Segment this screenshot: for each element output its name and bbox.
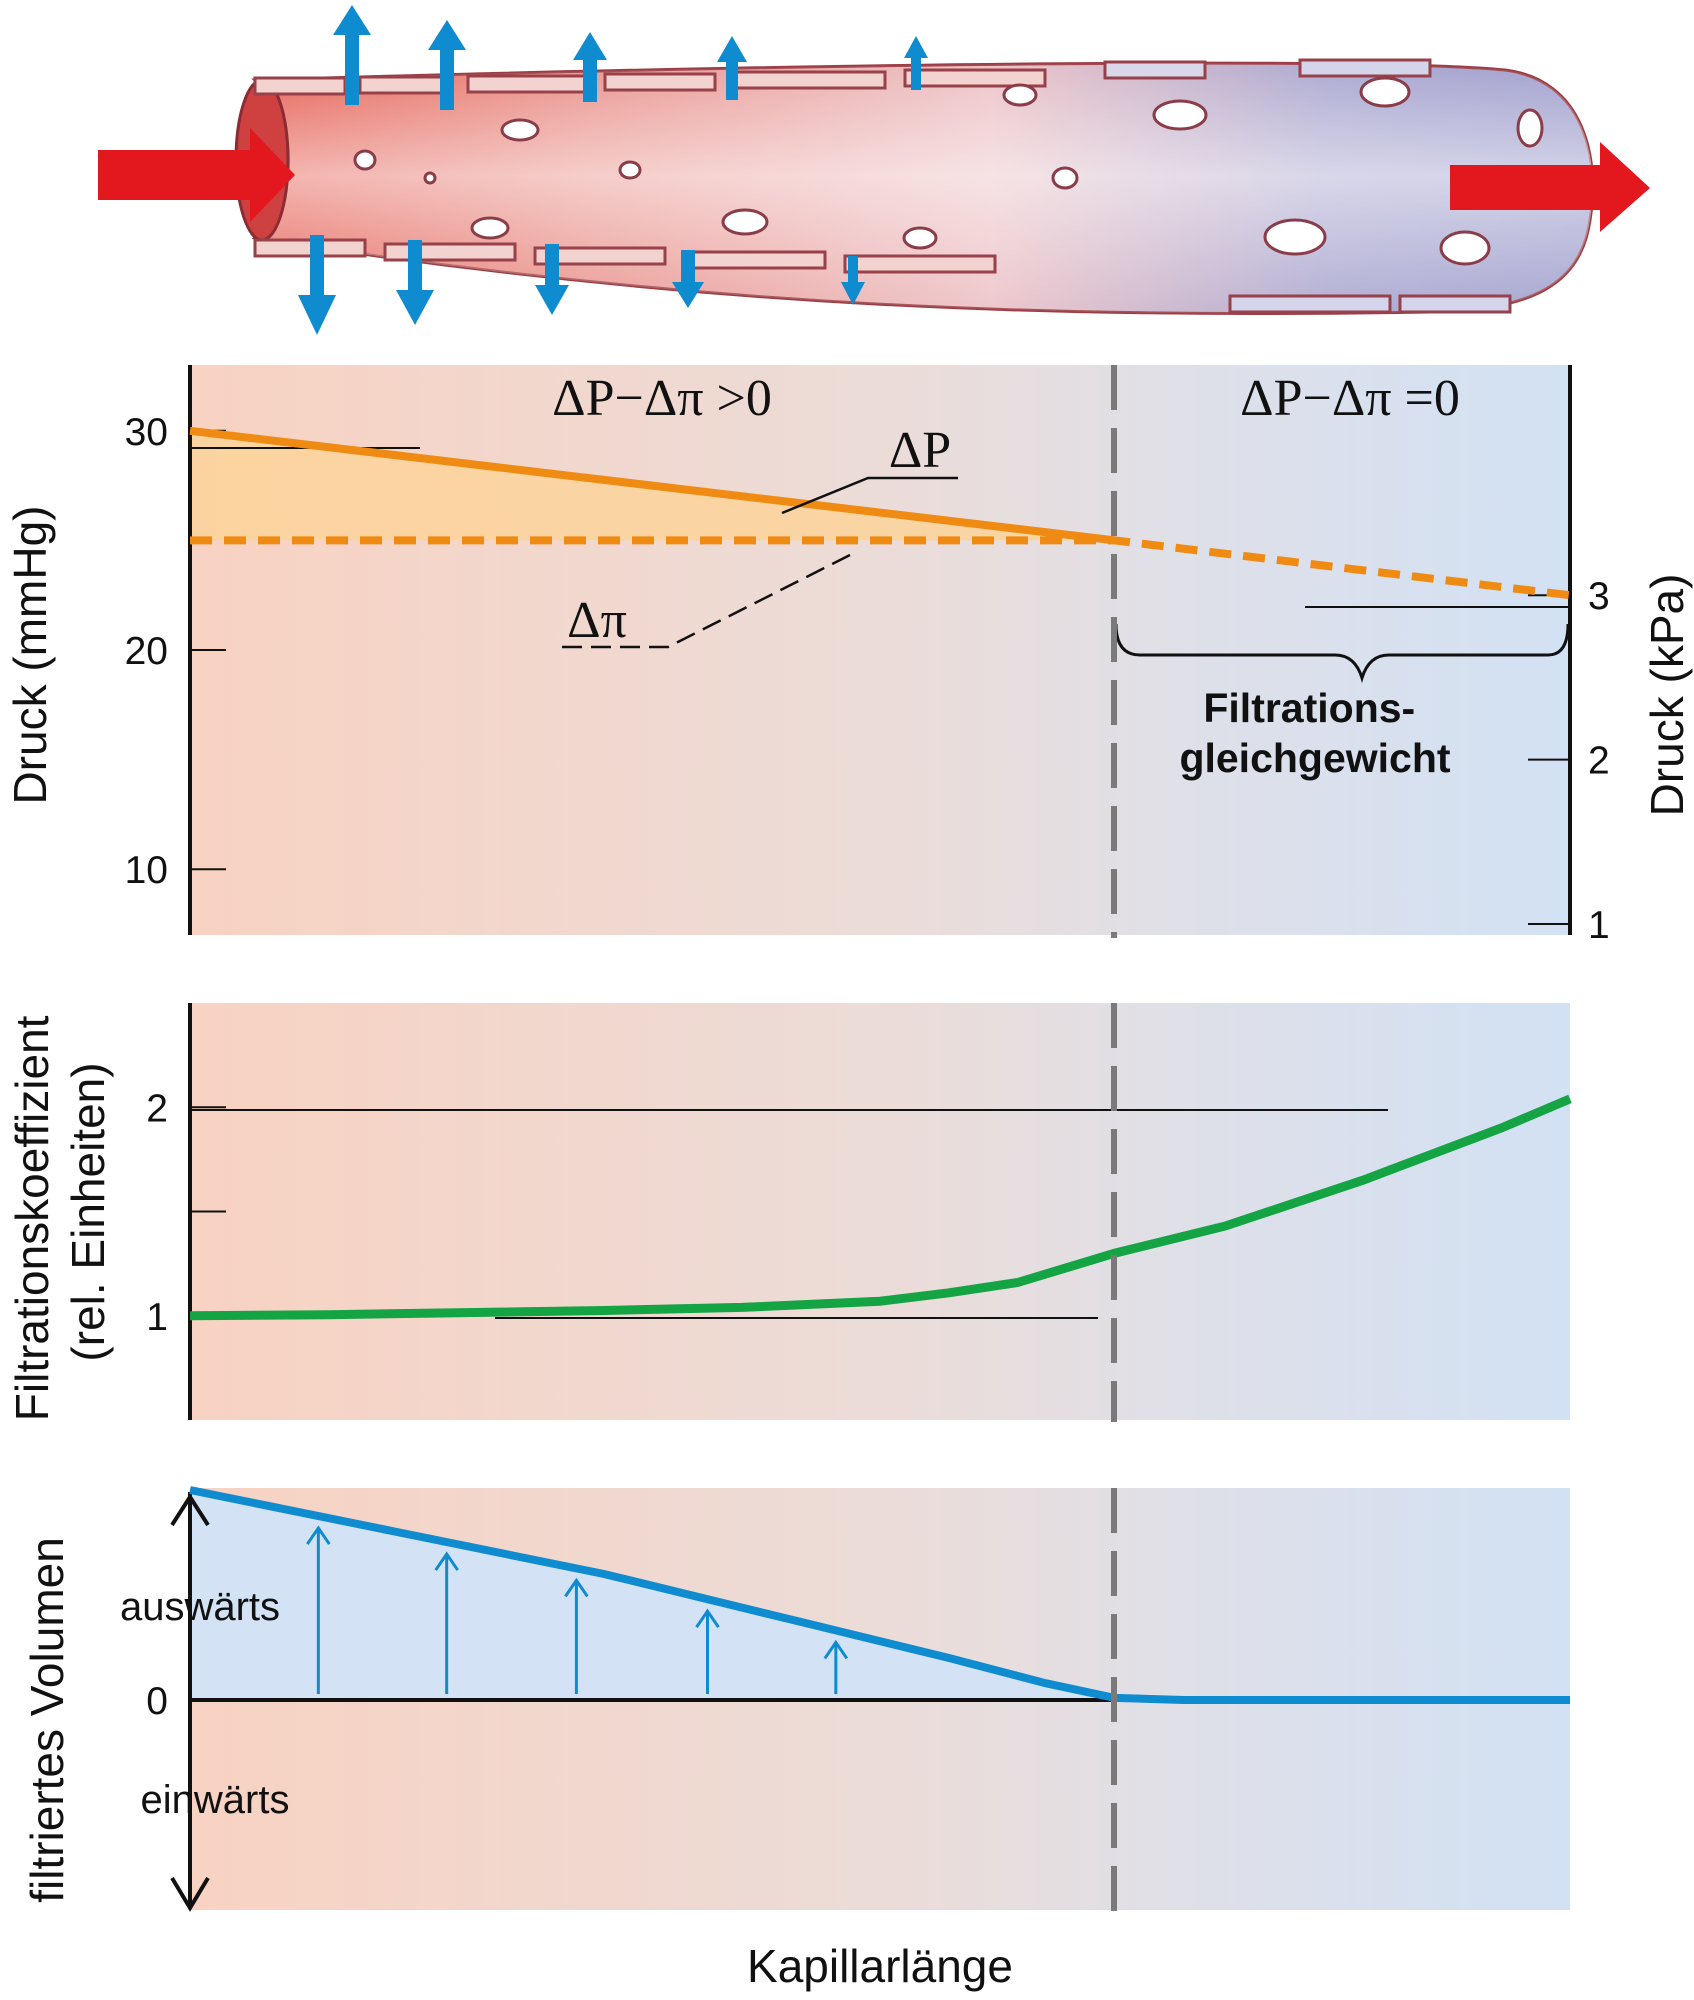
outward-filtration-arrowhead bbox=[564, 1577, 589, 1598]
inflow-arrow bbox=[98, 128, 295, 222]
pressure-right-tick-label: 1 bbox=[1588, 904, 1610, 947]
outward-filtration-arrowhead bbox=[306, 1525, 331, 1545]
equilibrium-label-line-1: Filtrations- bbox=[1203, 685, 1415, 731]
outward-label: auswärts bbox=[120, 1585, 280, 1629]
coefficient-tick-label: 2 bbox=[146, 1087, 168, 1130]
outward-filtration-arrowhead bbox=[434, 1551, 459, 1571]
pressure-right-tick-label: 3 bbox=[1588, 575, 1610, 618]
capillary-with-filtration-arrows-icon bbox=[98, 5, 1650, 335]
filtered-volume-panel: 0 auswärts einwärts filtriertes Volumen … bbox=[21, 1486, 1570, 1992]
pressure-left-tick-label: 10 bbox=[125, 849, 168, 892]
pressure-panel-background bbox=[190, 365, 1570, 935]
delta-p-label: ΔP bbox=[889, 422, 951, 479]
coefficient-axis-title: Filtrationskoeffizient (rel. Einheiten) bbox=[6, 1003, 114, 1421]
outflow-arrow bbox=[1450, 142, 1650, 232]
outward-filtration-arrowhead bbox=[695, 1608, 720, 1629]
delta-p-series-line bbox=[189, 426, 1116, 545]
coefficient-tick-label: 1 bbox=[146, 1296, 168, 1339]
right-region-label: ΔP−Δπ =0 bbox=[1240, 370, 1460, 427]
capillary-pores bbox=[353, 76, 1544, 266]
capillary-illustration bbox=[98, 5, 1650, 335]
delta-p-label-leader bbox=[781, 476, 958, 515]
outward-arrowhead bbox=[170, 1493, 210, 1527]
coefficient-axis-title-line-1: Filtrationskoeffizient bbox=[6, 1015, 58, 1421]
filtered-volume-area bbox=[190, 1490, 1570, 1700]
pressure-left-tick-label: 30 bbox=[125, 411, 168, 454]
coefficient-panel: 2 1 Filtrationskoeffizient (rel. Einheite… bbox=[6, 1003, 1572, 1421]
volume-arrows bbox=[306, 1525, 849, 1694]
delta-pi-series-line bbox=[190, 536, 1571, 600]
outward-filtration-arrowhead bbox=[823, 1639, 849, 1660]
inward-label: einwärts bbox=[141, 1778, 290, 1822]
pressure-right-ticks: 3 2 1 bbox=[1528, 575, 1610, 947]
coefficient-panel-background bbox=[190, 1003, 1570, 1420]
pressure-left-ticks: 30 20 10 bbox=[125, 411, 226, 892]
pressure-right-axis-title: Druck (kPa) bbox=[1641, 574, 1693, 817]
filtration-arrows bbox=[298, 5, 928, 335]
pressure-right-tick-label: 2 bbox=[1588, 740, 1610, 783]
volume-axis-title: filtriertes Volumen bbox=[21, 1537, 73, 1903]
equilibrium-label: Filtrations- gleichgewicht bbox=[1179, 685, 1450, 781]
delta-pi-label-leader bbox=[562, 553, 851, 649]
pressure-left-axis-title: Druck (mmHg) bbox=[4, 506, 56, 805]
delta-pi-label: Δπ bbox=[567, 592, 627, 649]
coefficient-axis-title-line-2: (rel. Einheiten) bbox=[62, 1062, 114, 1361]
left-region-label: ΔP−Δπ >0 bbox=[552, 370, 772, 427]
pressure-panel: 30 20 10 3 2 1 ΔP−Δπ >0 ΔP−Δπ =0 ΔP Δπ Filtr… bbox=[4, 365, 1693, 947]
endothelial-wall-segments bbox=[253, 58, 1512, 314]
equilibrium-label-line-2: gleichgewicht bbox=[1179, 735, 1450, 781]
filtration-coefficient-series-line bbox=[189, 1094, 1572, 1321]
volume-tick-0: 0 bbox=[146, 1680, 168, 1723]
pressure-left-tick-label: 20 bbox=[125, 630, 168, 673]
x-axis-title: Kapillarlänge bbox=[747, 1940, 1013, 1992]
equilibrium-brace bbox=[1114, 623, 1570, 684]
inward-arrowhead bbox=[170, 1876, 210, 1912]
filtered-volume-series-line bbox=[189, 1486, 1570, 1704]
